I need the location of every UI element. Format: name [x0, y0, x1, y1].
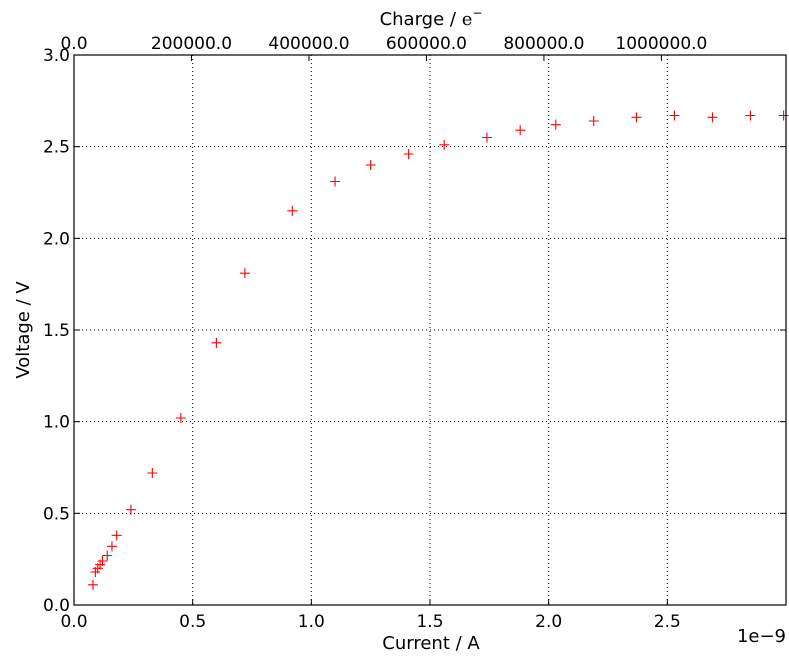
data-point: [97, 556, 108, 566]
x-multiplier-label: 1e−9: [737, 626, 786, 647]
top-x-tick-label: 1000000.0: [615, 34, 707, 54]
data-point: [102, 550, 113, 561]
top-x-axis-title: Charge / e−: [380, 6, 483, 30]
y-tick-label: 1.0: [43, 413, 70, 433]
top-x-tick-label: 800000.0: [503, 34, 584, 54]
data-points: [87, 110, 789, 590]
y-tick-label: 0.5: [43, 504, 70, 524]
data-point: [125, 504, 136, 515]
y-tick-label: 0.0: [43, 596, 70, 616]
data-point: [147, 468, 158, 478]
x-tick-label: 2.0: [535, 612, 562, 632]
data-point: [439, 139, 450, 150]
data-point: [745, 110, 756, 121]
data-point: [287, 205, 298, 216]
data-point: [211, 337, 222, 348]
top-x-tick-labels: 0.0 200000.0 400000.0 600000.0 800000.0 10000…: [60, 34, 707, 54]
y-tick-label: 1.5: [43, 321, 70, 341]
data-point: [707, 112, 718, 123]
data-point: [669, 110, 680, 121]
data-point: [330, 176, 341, 187]
y-tick-label: 3.0: [43, 46, 70, 66]
data-point: [778, 110, 789, 121]
data-point: [515, 125, 526, 136]
data-point: [588, 116, 599, 126]
top-x-tick-label: 600000.0: [386, 34, 467, 54]
top-x-tick-label: 0.0: [60, 34, 87, 54]
data-point: [106, 541, 117, 552]
top-x-axis-title-text: Charge /: [380, 9, 462, 30]
x-tick-label: 0.5: [179, 612, 206, 632]
x-tick-label: 2.5: [654, 612, 681, 632]
x-tick-label: 1.5: [416, 612, 443, 632]
top-x-axis-title-unit-sup: −: [472, 6, 482, 20]
data-point: [87, 579, 98, 590]
y-tick-labels: 0.0 0.5 1.0 1.5 2.0 2.5 3.0: [43, 46, 70, 616]
grid-lines: [74, 55, 786, 605]
data-point: [403, 149, 414, 159]
data-point: [111, 530, 122, 541]
top-x-axis-title-unit: e: [462, 9, 473, 30]
y-axis-title: Voltage / V: [13, 281, 34, 379]
tick-marks: [73, 54, 786, 606]
top-x-tick-label: 400000.0: [268, 34, 349, 54]
x-tick-label: 1.0: [298, 612, 325, 632]
data-point: [481, 132, 492, 143]
y-tick-label: 2.0: [43, 229, 70, 249]
data-point: [175, 413, 186, 423]
data-point: [631, 112, 642, 123]
data-point: [365, 160, 376, 170]
data-point: [239, 268, 250, 279]
y-tick-label: 2.5: [43, 138, 70, 158]
top-x-tick-label: 200000.0: [151, 34, 232, 54]
x-axis-title: Current / A: [382, 633, 480, 654]
x-tick-label: 0.0: [60, 612, 87, 632]
data-point: [550, 119, 561, 130]
x-tick-labels: 0.0 0.5 1.0 1.5 2.0 2.5: [60, 612, 680, 632]
